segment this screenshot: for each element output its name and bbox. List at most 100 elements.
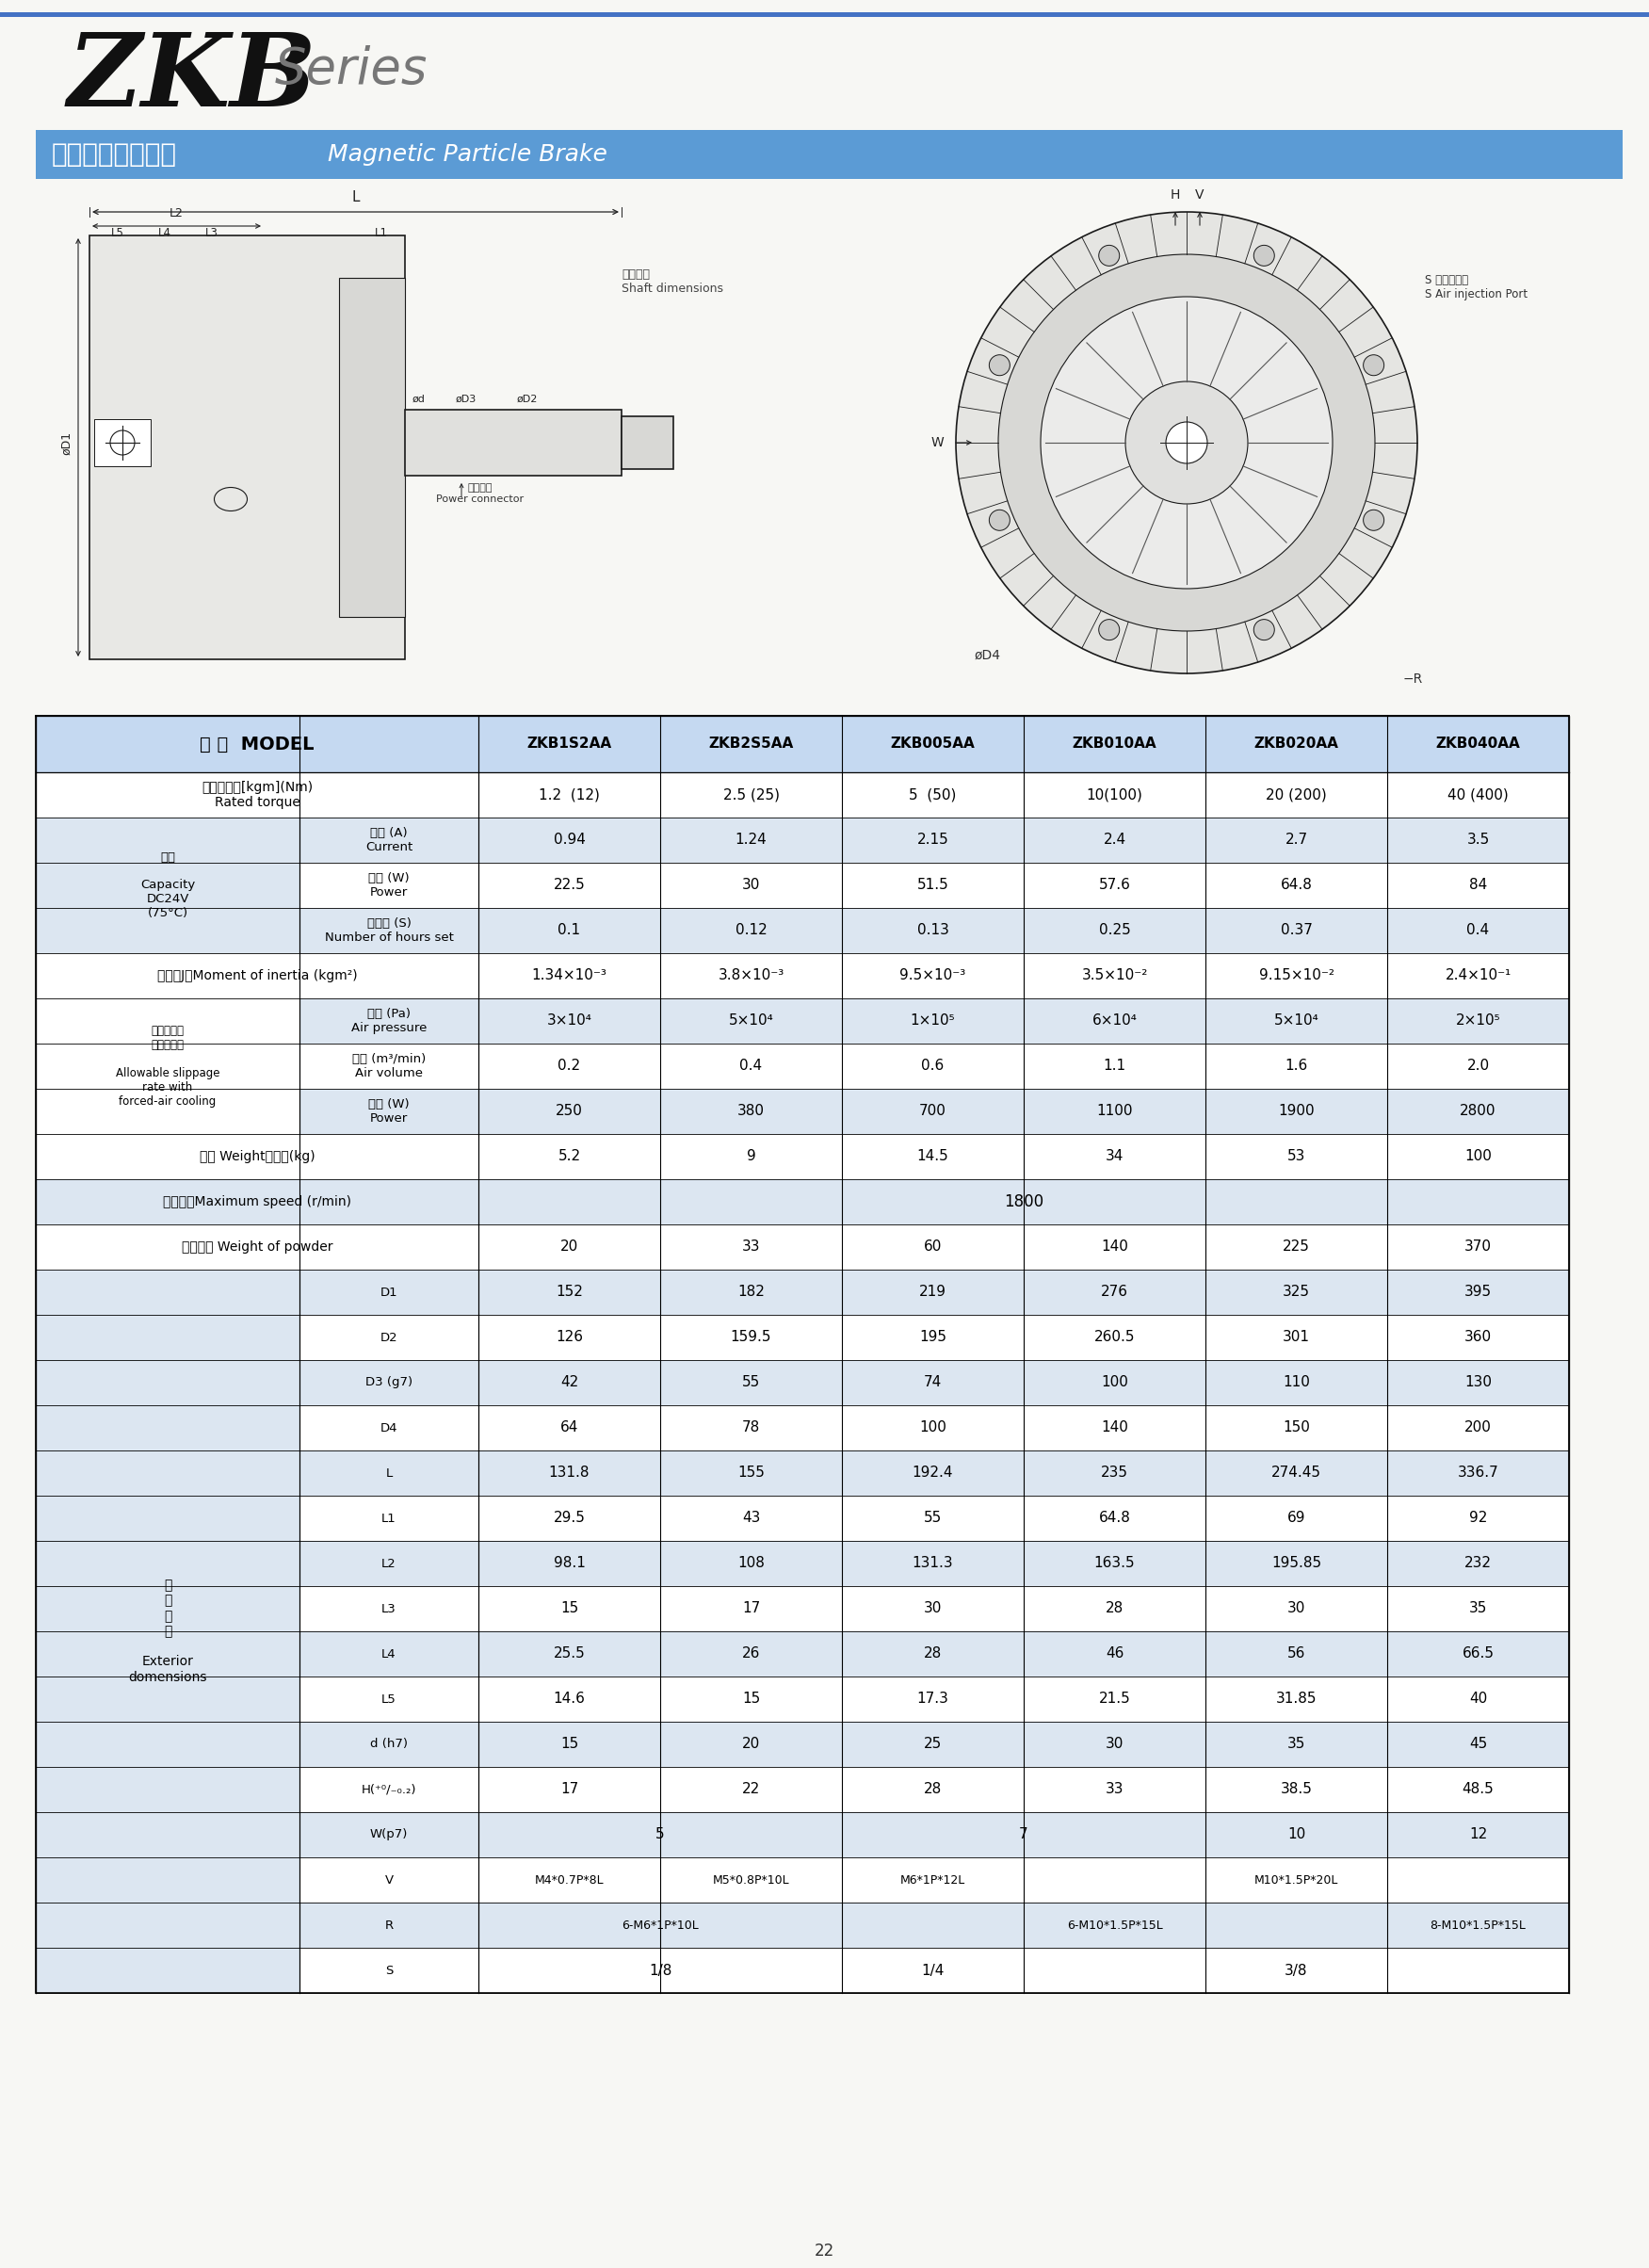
Text: 276: 276 — [1102, 1286, 1128, 1300]
Text: 磁粉式電磁煎車器: 磁粉式電磁煎車器 — [51, 141, 176, 168]
Text: 301: 301 — [1283, 1331, 1309, 1345]
Text: 25: 25 — [923, 1737, 942, 1751]
Circle shape — [1098, 245, 1120, 265]
Text: S 空氣注入口
S Air injection Port: S 空氣注入口 S Air injection Port — [1425, 274, 1527, 299]
Text: L1: L1 — [381, 1513, 396, 1524]
Text: 195.85: 195.85 — [1271, 1556, 1321, 1569]
Text: 5  (50): 5 (50) — [909, 787, 956, 803]
Text: 5.2: 5.2 — [557, 1150, 580, 1163]
Text: 0.4: 0.4 — [740, 1059, 762, 1073]
Text: L4: L4 — [158, 227, 171, 238]
Text: 60: 60 — [923, 1241, 942, 1254]
Text: 7: 7 — [1019, 1828, 1029, 1842]
Text: 15: 15 — [561, 1737, 579, 1751]
Circle shape — [1098, 619, 1120, 640]
Circle shape — [1364, 510, 1384, 531]
Bar — [36, 1452, 1568, 1495]
Text: 6-M10*1.5P*15L: 6-M10*1.5P*15L — [1067, 1919, 1163, 1932]
Text: 380: 380 — [737, 1105, 765, 1118]
Text: D1: D1 — [381, 1286, 397, 1297]
Bar — [36, 1270, 300, 1994]
Bar — [36, 998, 1568, 1043]
Text: 219: 219 — [918, 1286, 947, 1300]
Bar — [89, 236, 406, 660]
Bar — [36, 1540, 1568, 1585]
Text: 235: 235 — [1102, 1465, 1128, 1481]
Bar — [36, 1315, 1568, 1361]
Text: 51.5: 51.5 — [917, 878, 948, 891]
Text: 14.6: 14.6 — [554, 1692, 585, 1706]
Text: 2×10⁵: 2×10⁵ — [1456, 1014, 1501, 1027]
Text: 2800: 2800 — [1459, 1105, 1496, 1118]
Text: 28: 28 — [1105, 1601, 1123, 1615]
Circle shape — [1125, 381, 1248, 503]
Text: 1/4: 1/4 — [922, 1964, 945, 1978]
Text: 15: 15 — [742, 1692, 760, 1706]
Text: 3.5×10⁻²: 3.5×10⁻² — [1082, 968, 1148, 982]
Text: 風量 (m³/min)
Air volume: 風量 (m³/min) Air volume — [353, 1052, 425, 1080]
Text: 0.94: 0.94 — [554, 832, 585, 848]
Text: 64.8: 64.8 — [1098, 1510, 1131, 1526]
Text: øD2: øD2 — [516, 395, 538, 404]
Bar — [36, 773, 300, 1994]
Text: 2.15: 2.15 — [917, 832, 948, 848]
Text: 2.5 (25): 2.5 (25) — [722, 787, 780, 803]
Bar — [36, 907, 1568, 953]
Text: M6*1P*12L: M6*1P*12L — [900, 1873, 965, 1887]
Text: L1: L1 — [374, 227, 388, 238]
Bar — [36, 717, 1568, 1994]
Text: 3×10⁴: 3×10⁴ — [547, 1014, 592, 1027]
Text: H: H — [1171, 188, 1181, 202]
Bar — [36, 717, 1568, 773]
Text: 182: 182 — [737, 1286, 765, 1300]
Text: 14.5: 14.5 — [917, 1150, 948, 1163]
Text: 1.24: 1.24 — [735, 832, 767, 848]
Text: 外
型
尺
寸

Exterior
domensions: 外 型 尺 寸 Exterior domensions — [129, 1579, 206, 1683]
Text: 1100: 1100 — [1097, 1105, 1133, 1118]
Text: 功率 (W)
Power: 功率 (W) Power — [368, 1098, 409, 1125]
Text: 232: 232 — [1464, 1556, 1492, 1569]
Text: 31.85: 31.85 — [1276, 1692, 1318, 1706]
Bar — [36, 816, 300, 953]
Text: L3: L3 — [381, 1603, 396, 1615]
Text: 0.6: 0.6 — [922, 1059, 945, 1073]
Text: 0.13: 0.13 — [917, 923, 948, 937]
Text: 84: 84 — [1469, 878, 1487, 891]
Text: 0.4: 0.4 — [1466, 923, 1489, 937]
Text: 48.5: 48.5 — [1463, 1783, 1494, 1796]
Text: V: V — [1196, 188, 1204, 202]
Text: 6×10⁴: 6×10⁴ — [1092, 1014, 1138, 1027]
Text: 700: 700 — [918, 1105, 947, 1118]
Text: 17: 17 — [742, 1601, 760, 1615]
Bar — [36, 1179, 1568, 1225]
Text: 容量

Capacity
DC24V
(75°C): 容量 Capacity DC24V (75°C) — [140, 850, 195, 921]
Text: 260.5: 260.5 — [1093, 1331, 1135, 1345]
Bar — [36, 1495, 1568, 1540]
Text: 57.6: 57.6 — [1098, 878, 1131, 891]
Circle shape — [1253, 245, 1275, 265]
Text: 慣性矩J　Moment of inertia (kgm²): 慣性矩J Moment of inertia (kgm²) — [157, 968, 358, 982]
Text: 22.5: 22.5 — [554, 878, 585, 891]
Text: 重量 Weight　　　(kg): 重量 Weight (kg) — [200, 1150, 315, 1163]
Bar — [36, 998, 300, 1134]
Text: 5×10⁴: 5×10⁴ — [1273, 1014, 1319, 1027]
Text: øD3: øD3 — [455, 395, 477, 404]
Bar — [36, 1676, 1568, 1721]
Text: 3.8×10⁻³: 3.8×10⁻³ — [717, 968, 785, 982]
Text: 28: 28 — [923, 1783, 942, 1796]
Text: 5×10⁴: 5×10⁴ — [729, 1014, 773, 1027]
Text: 140: 140 — [1102, 1241, 1128, 1254]
Text: 33: 33 — [742, 1241, 760, 1254]
Text: 0.1: 0.1 — [557, 923, 580, 937]
Bar — [36, 1721, 1568, 1767]
Text: 100: 100 — [1102, 1377, 1128, 1390]
Text: 69: 69 — [1288, 1510, 1306, 1526]
Text: 325: 325 — [1283, 1286, 1309, 1300]
Text: 64.8: 64.8 — [1280, 878, 1313, 891]
Text: 53: 53 — [1288, 1150, 1306, 1163]
Text: 45: 45 — [1469, 1737, 1487, 1751]
Text: L5: L5 — [381, 1692, 396, 1706]
Text: 時定數 (S)
Number of hours set: 時定數 (S) Number of hours set — [325, 916, 453, 943]
Text: 66.5: 66.5 — [1463, 1647, 1494, 1660]
Text: 40: 40 — [1469, 1692, 1487, 1706]
